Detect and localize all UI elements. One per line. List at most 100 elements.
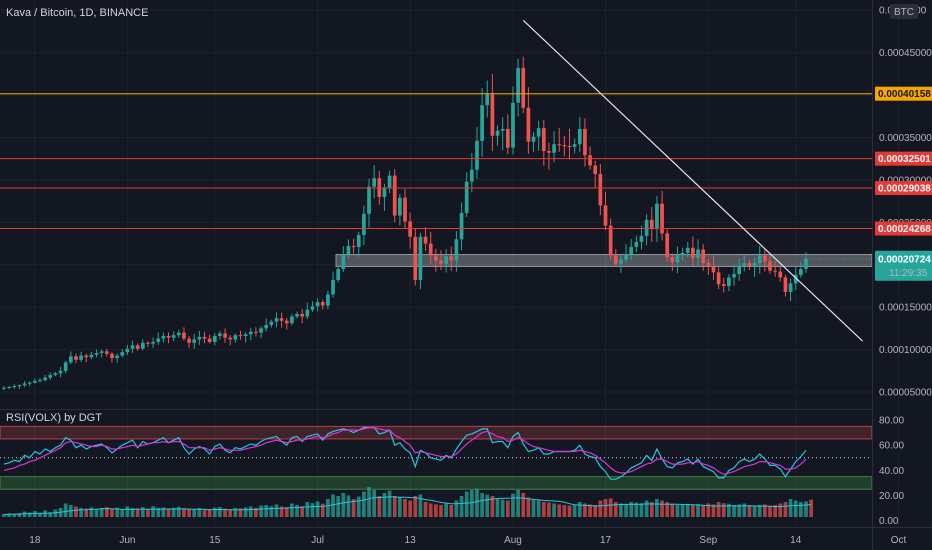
candle-body[interactable] <box>649 219 654 230</box>
candle-body[interactable] <box>706 263 711 267</box>
candle-body[interactable] <box>480 105 484 141</box>
candle-body[interactable] <box>459 212 464 240</box>
candle-body[interactable] <box>505 128 510 148</box>
candle-body[interactable] <box>341 254 346 269</box>
candle-body[interactable] <box>362 213 366 236</box>
candle-body[interactable] <box>135 345 140 349</box>
candle-body[interactable] <box>63 362 68 371</box>
candle-body[interactable] <box>84 355 89 358</box>
candle-body[interactable] <box>264 324 269 329</box>
candle-body[interactable] <box>140 342 145 349</box>
candle-body[interactable] <box>521 67 526 108</box>
candle-body[interactable] <box>274 318 279 322</box>
candle-body[interactable] <box>12 386 17 388</box>
candle-body[interactable] <box>22 383 27 386</box>
candle-body[interactable] <box>120 352 125 356</box>
candle-body[interactable] <box>269 321 274 325</box>
candle-body[interactable] <box>757 255 762 264</box>
candle-body[interactable] <box>351 246 356 248</box>
candle-body[interactable] <box>567 145 572 147</box>
candle-body[interactable] <box>74 356 78 360</box>
candle-body[interactable] <box>711 266 716 273</box>
candle-body[interactable] <box>238 335 243 337</box>
candle-body[interactable] <box>187 338 191 343</box>
candle-body[interactable] <box>655 203 659 230</box>
candle-body[interactable] <box>670 257 675 263</box>
candle-body[interactable] <box>68 356 73 363</box>
candle-body[interactable] <box>279 318 284 321</box>
candle-body[interactable] <box>336 268 341 281</box>
candle-body[interactable] <box>48 375 53 378</box>
candle-body[interactable] <box>804 258 808 269</box>
candle-body[interactable] <box>315 302 320 307</box>
candle-body[interactable] <box>454 239 459 261</box>
candle-body[interactable] <box>644 219 649 236</box>
candle-body[interactable] <box>295 313 299 317</box>
candle-body[interactable] <box>243 334 248 337</box>
candle-body[interactable] <box>439 260 443 264</box>
candle-body[interactable] <box>115 355 119 359</box>
candle-body[interactable] <box>598 173 603 206</box>
candle-body[interactable] <box>403 197 407 222</box>
candle-body[interactable] <box>387 175 392 189</box>
time-axis[interactable]: 18Jun15Jul13Aug17Sep14Oct12 <box>29 535 932 546</box>
candle-body[interactable] <box>603 205 608 226</box>
candle-body[interactable] <box>449 256 454 261</box>
currency-badge[interactable] <box>890 4 918 19</box>
candle-body[interactable] <box>259 328 263 333</box>
candle-body[interactable] <box>377 178 382 197</box>
candle-body[interactable] <box>665 233 670 258</box>
candle-body[interactable] <box>680 252 685 255</box>
candle-body[interactable] <box>727 277 731 286</box>
candle-body[interactable] <box>161 336 166 339</box>
candle-body[interactable] <box>408 221 412 237</box>
candle-body[interactable] <box>398 197 402 216</box>
descending-trendline[interactable] <box>522 19 863 342</box>
candle-body[interactable] <box>326 294 330 306</box>
candle-body[interactable] <box>788 283 793 292</box>
candle-body[interactable] <box>685 247 690 253</box>
candle-body[interactable] <box>290 316 294 324</box>
candle-body[interactable] <box>475 140 479 170</box>
candle-body[interactable] <box>79 355 83 360</box>
candle-body[interactable] <box>793 274 798 284</box>
candle-body[interactable] <box>737 265 742 275</box>
candle-body[interactable] <box>7 386 11 388</box>
candle-body[interactable] <box>531 136 536 142</box>
candle-body[interactable] <box>254 331 258 333</box>
candle-body[interactable] <box>89 354 94 358</box>
candle-body[interactable] <box>732 274 736 278</box>
candle-body[interactable] <box>320 302 325 306</box>
candle-body[interactable] <box>110 353 114 359</box>
candle-body[interactable] <box>38 380 42 382</box>
candle-body[interactable] <box>207 338 212 342</box>
candle-body[interactable] <box>392 175 397 216</box>
rsi-axis[interactable]: 80.00 60.00 40.00 20.00 0.00 <box>879 416 904 528</box>
candle-body[interactable] <box>716 272 721 285</box>
candle-body[interactable] <box>696 249 700 258</box>
candle-body[interactable] <box>331 280 335 295</box>
candle-body[interactable] <box>691 247 695 258</box>
candle-body[interactable] <box>608 225 613 256</box>
candle-body[interactable] <box>228 337 233 340</box>
candlestick-series[interactable] <box>2 56 808 391</box>
candle-body[interactable] <box>212 336 217 342</box>
candle-body[interactable] <box>469 169 474 182</box>
candle-body[interactable] <box>233 335 238 340</box>
candle-body[interactable] <box>43 377 47 381</box>
candle-body[interactable] <box>182 332 186 339</box>
candle-body[interactable] <box>372 178 377 187</box>
candle-body[interactable] <box>130 345 135 349</box>
candle-body[interactable] <box>783 277 788 292</box>
candle-body[interactable] <box>629 246 634 255</box>
candle-body[interactable] <box>634 241 639 247</box>
candle-body[interactable] <box>166 336 171 338</box>
candle-body[interactable] <box>639 235 644 242</box>
candle-body[interactable] <box>799 268 803 275</box>
candle-body[interactable] <box>94 352 99 355</box>
candle-body[interactable] <box>99 351 104 353</box>
candle-body[interactable] <box>613 255 618 264</box>
candle-body[interactable] <box>367 186 371 214</box>
candle-body[interactable] <box>778 271 783 278</box>
